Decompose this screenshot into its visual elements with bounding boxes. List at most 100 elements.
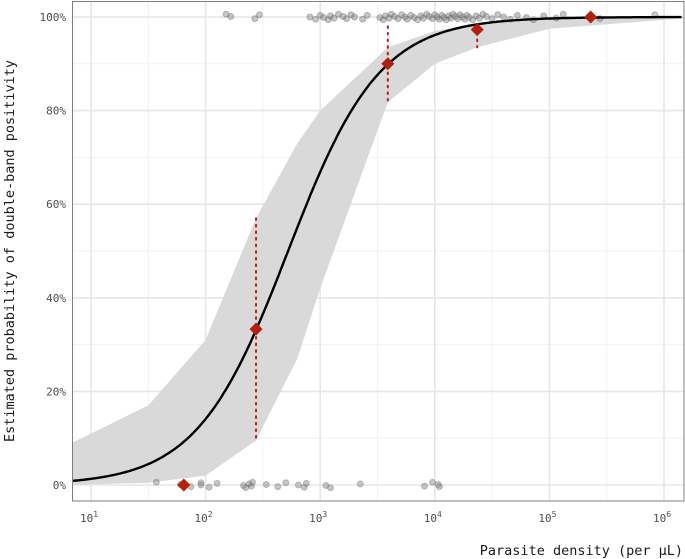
observation-point bbox=[335, 10, 342, 18]
y-tick-label: 40% bbox=[46, 292, 66, 305]
observation-point bbox=[222, 10, 230, 18]
observation-point bbox=[251, 15, 259, 23]
observation-point bbox=[356, 480, 364, 488]
observation-point bbox=[363, 11, 371, 19]
binned-ci-bars bbox=[255, 25, 479, 442]
x-axis-tick-labels: 101 102 103 104 105 106 bbox=[80, 510, 671, 525]
observation-point bbox=[425, 13, 433, 20]
x-tick-label: 102 bbox=[195, 510, 213, 525]
observation-point bbox=[324, 16, 332, 24]
observation-points bbox=[152, 10, 659, 492]
observation-point bbox=[327, 12, 334, 20]
observation-point bbox=[433, 13, 441, 21]
observation-point bbox=[197, 479, 205, 487]
observation-point bbox=[513, 11, 521, 19]
x-tick-label: 105 bbox=[538, 510, 556, 525]
y-tick-label: 60% bbox=[46, 198, 66, 211]
observation-point bbox=[312, 15, 320, 23]
binned-estimate-diamond bbox=[584, 10, 598, 24]
observation-point bbox=[438, 11, 446, 19]
observation-point bbox=[387, 10, 395, 18]
observation-point bbox=[213, 479, 221, 487]
confidence-ribbon bbox=[72, 17, 684, 485]
observation-point bbox=[239, 482, 247, 489]
y-axis-title: Estimated probability of double-band pos… bbox=[2, 60, 18, 442]
observation-point bbox=[197, 481, 205, 489]
binned-estimate-diamond bbox=[177, 478, 191, 492]
observation-point bbox=[391, 13, 399, 20]
observation-point bbox=[339, 13, 347, 20]
observation-point bbox=[327, 484, 334, 492]
observation-point bbox=[435, 483, 443, 491]
observation-point bbox=[419, 14, 427, 22]
observation-point bbox=[414, 16, 422, 24]
observation-point bbox=[322, 482, 330, 489]
x-axis-title: Parasite density (per µL) bbox=[480, 543, 683, 559]
observation-point bbox=[294, 481, 302, 489]
y-tick-label: 0% bbox=[53, 479, 67, 492]
observation-point bbox=[465, 14, 473, 21]
binned-estimate-diamond bbox=[470, 23, 484, 37]
fit-curve bbox=[71, 15, 682, 483]
plot-panel-border bbox=[72, 1, 685, 502]
observation-point bbox=[262, 481, 270, 488]
x-tick-label: 101 bbox=[80, 510, 98, 525]
x-tick-label: 106 bbox=[653, 510, 671, 525]
observation-point bbox=[423, 10, 431, 18]
observation-point bbox=[469, 16, 477, 24]
observation-point bbox=[435, 15, 443, 23]
observation-point bbox=[429, 15, 436, 23]
observation-point bbox=[463, 11, 471, 19]
observation-point bbox=[476, 14, 483, 22]
observation-point bbox=[385, 14, 393, 22]
observation-point bbox=[488, 15, 496, 23]
binned-estimate-diamond bbox=[381, 57, 395, 71]
observation-point bbox=[449, 10, 457, 18]
observation-point bbox=[282, 479, 290, 487]
observation-point bbox=[421, 482, 428, 490]
observation-point bbox=[398, 11, 406, 19]
observation-point bbox=[316, 11, 324, 19]
observation-point bbox=[403, 15, 411, 23]
observation-point bbox=[440, 14, 448, 21]
observation-point bbox=[227, 13, 235, 20]
y-tick-label: 80% bbox=[46, 105, 66, 118]
observation-point bbox=[458, 13, 466, 21]
observation-point bbox=[256, 11, 263, 19]
observation-point bbox=[456, 11, 464, 19]
observation-point bbox=[245, 480, 253, 488]
observation-point bbox=[447, 14, 455, 22]
observation-point bbox=[451, 13, 459, 20]
y-axis-tick-labels: 0% 20% 40% 60% 80% 100% bbox=[40, 11, 67, 492]
observation-point bbox=[445, 12, 453, 20]
observation-point bbox=[242, 484, 250, 492]
observation-point bbox=[249, 478, 257, 486]
observation-point bbox=[205, 483, 213, 491]
observation-point bbox=[472, 12, 480, 20]
observation-point bbox=[330, 14, 338, 22]
observation-point bbox=[359, 15, 367, 23]
y-tick-label: 100% bbox=[40, 11, 67, 24]
x-tick-label: 104 bbox=[424, 510, 442, 525]
observation-point bbox=[247, 482, 255, 490]
observation-point bbox=[300, 483, 308, 491]
observation-point bbox=[407, 11, 415, 19]
x-tick-label: 103 bbox=[309, 510, 327, 525]
observation-point bbox=[376, 14, 384, 21]
observation-point bbox=[431, 11, 439, 19]
y-tick-label: 20% bbox=[46, 385, 66, 398]
observation-point bbox=[274, 483, 282, 491]
observation-point bbox=[351, 13, 359, 21]
observation-point bbox=[442, 16, 450, 24]
observation-point bbox=[429, 478, 436, 486]
observation-point bbox=[343, 15, 351, 23]
observation-point bbox=[306, 13, 314, 21]
observation-point bbox=[347, 11, 355, 19]
observation-point bbox=[500, 13, 508, 21]
observation-point bbox=[382, 12, 389, 20]
observation-point bbox=[320, 14, 328, 21]
observation-point bbox=[454, 15, 462, 23]
observation-point bbox=[559, 10, 567, 18]
observation-point bbox=[410, 14, 418, 21]
